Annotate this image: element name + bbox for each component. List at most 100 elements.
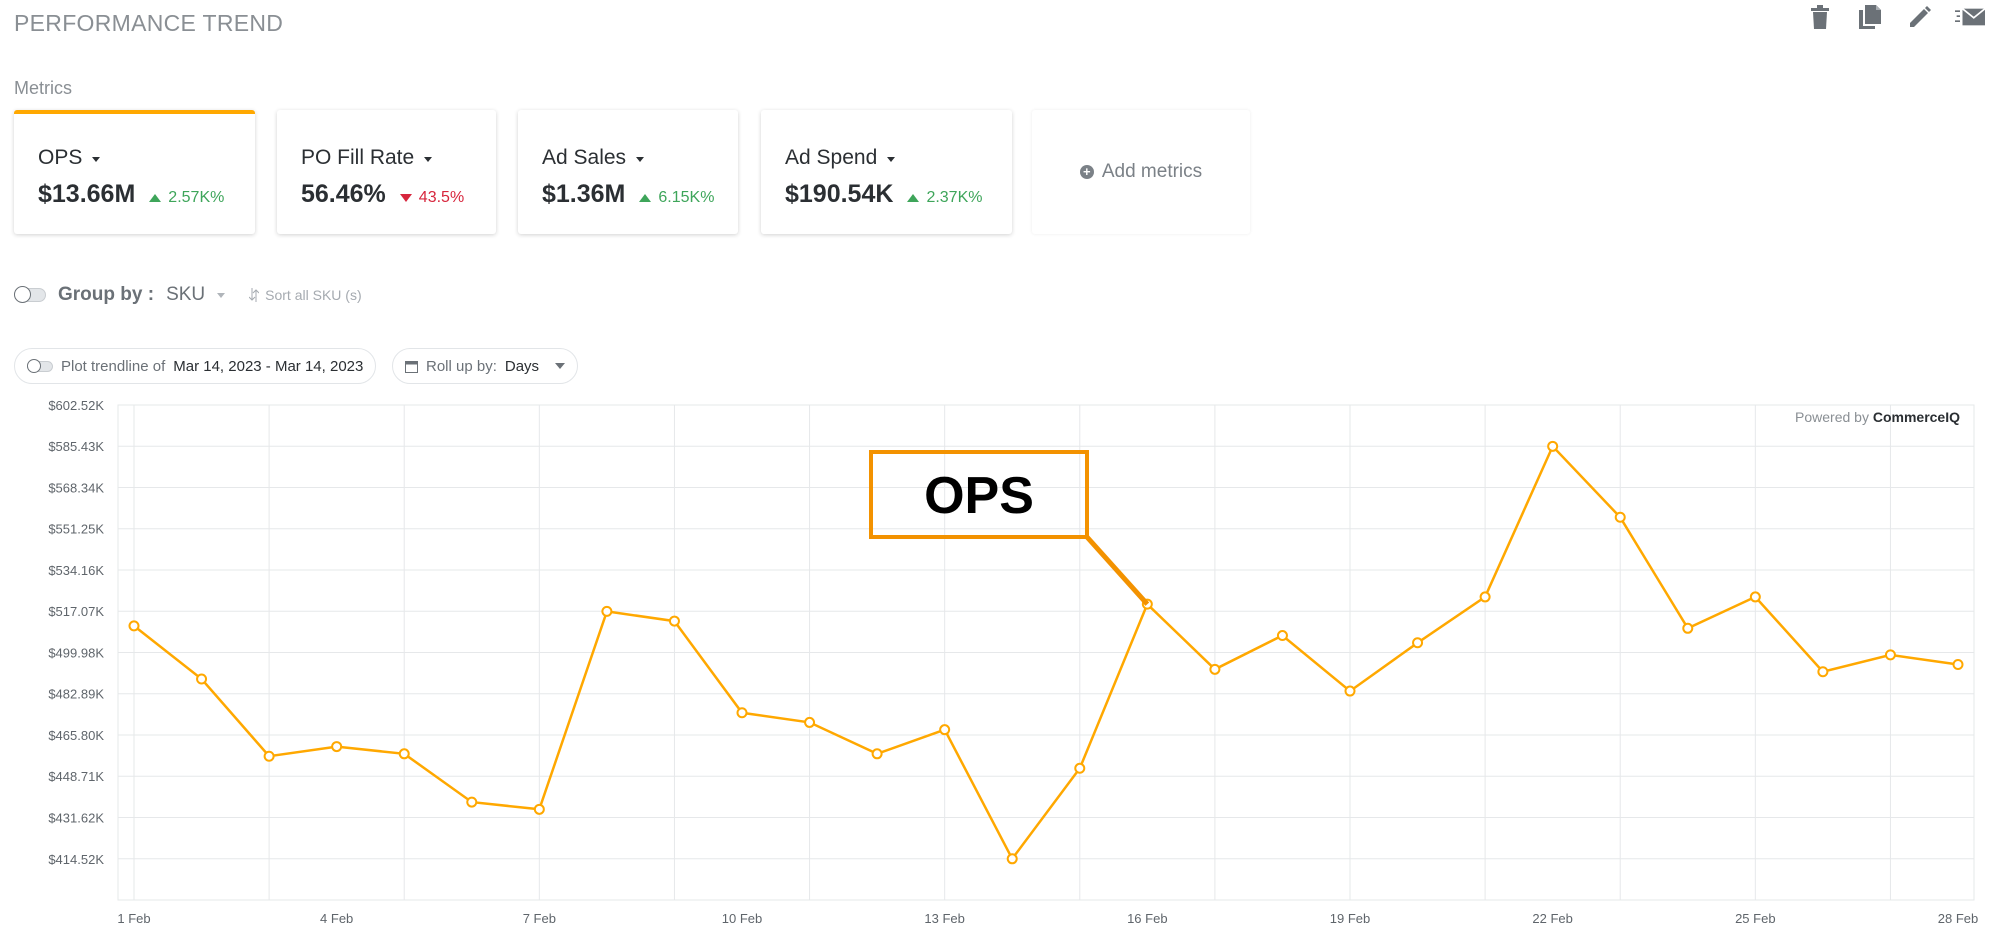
metric-delta: 2.57K% <box>168 189 225 206</box>
metric-name: Ad Spend <box>785 146 878 169</box>
chevron-down-icon[interactable] <box>217 292 226 298</box>
y-tick-label: $499.98K <box>48 645 104 660</box>
add-metrics-button[interactable]: + Add metrics <box>1032 110 1250 234</box>
trendline-range[interactable]: Mar 14, 2023 - Mar 14, 2023 <box>173 357 364 375</box>
group-by-label: Group by : <box>58 284 155 305</box>
x-tick-label: 1 Feb <box>117 911 150 926</box>
data-point <box>1074 762 1086 774</box>
callout-leader <box>1085 535 1150 606</box>
powered-brand: CommerceIQ <box>1873 409 1960 425</box>
chevron-down-icon[interactable] <box>424 157 433 162</box>
group-by-control: Group by : SKU Sort all SKU (s) <box>14 284 362 306</box>
metric-delta: 43.5% <box>418 189 465 206</box>
callout-label: OPS <box>924 467 1034 525</box>
data-point <box>1614 511 1626 523</box>
chevron-down-icon <box>555 363 566 369</box>
x-tick-label: 28 Feb <box>1938 911 1978 926</box>
pencil-icon[interactable] <box>1905 2 1935 32</box>
data-point <box>1276 630 1288 642</box>
series-points <box>128 440 1964 865</box>
sort-icon <box>249 288 260 302</box>
metrics-label: Metrics <box>14 78 72 98</box>
x-tick-label: 25 Feb <box>1735 911 1775 926</box>
metric-card-po-fill-rate[interactable]: PO Fill Rate 56.46% 43.5% <box>277 110 496 234</box>
group-by-value[interactable]: SKU <box>166 284 206 305</box>
metric-name: OPS <box>38 146 83 169</box>
data-point <box>331 741 343 753</box>
data-point <box>1209 663 1221 675</box>
metric-value: 56.46% <box>301 180 386 208</box>
metric-delta: 6.15K% <box>658 189 715 206</box>
data-point <box>1344 685 1356 697</box>
ops-line-chart: $602.52K $585.43K $568.34K $551.25K $534.16K… <box>48 398 1978 926</box>
arrow-down-icon <box>399 194 412 202</box>
sort-button[interactable]: Sort all SKU (s) <box>249 287 362 303</box>
chevron-down-icon[interactable] <box>92 157 101 162</box>
data-point <box>804 716 816 728</box>
rollup-dropdown[interactable]: Roll up by: Days <box>392 348 579 384</box>
plus-circle-icon: + <box>1079 165 1094 179</box>
series-line-ops <box>133 444 1959 862</box>
y-tick-label: $585.43K <box>48 439 104 454</box>
metric-card-ad-sales[interactable]: Ad Sales $1.36M 6.15K% <box>518 110 738 234</box>
arrow-up-icon <box>907 194 920 202</box>
metric-value: $190.54K <box>785 180 894 208</box>
data-point <box>533 803 545 815</box>
page-title: PERFORMANCE TREND <box>14 10 284 36</box>
y-tick-label: $414.52K <box>48 852 104 867</box>
y-tick-label: $431.62K <box>48 810 104 825</box>
x-axis: 1 Feb 4 Feb 7 Feb 10 Feb 13 Feb 16 Feb 19 Feb 2… <box>117 911 1978 926</box>
chevron-down-icon[interactable] <box>636 157 645 162</box>
trash-icon[interactable] <box>1805 2 1835 32</box>
data-point <box>196 673 208 685</box>
y-tick-label: $517.07K <box>48 604 104 619</box>
data-point <box>1884 649 1896 661</box>
y-tick-label: $465.80K <box>48 728 104 743</box>
data-point <box>1547 440 1559 452</box>
y-tick-label: $482.89K <box>48 687 104 702</box>
toolbar <box>1805 2 1985 32</box>
trendline-control[interactable]: Plot trendline of Mar 14, 2023 - Mar 14,… <box>14 348 377 384</box>
data-point <box>128 620 140 632</box>
data-point <box>601 605 613 617</box>
chevron-down-icon[interactable] <box>887 157 896 162</box>
data-point <box>1479 591 1491 603</box>
data-point <box>1749 591 1761 603</box>
copy-icon[interactable] <box>1855 2 1885 32</box>
email-icon[interactable] <box>1955 2 1985 32</box>
data-point <box>939 724 951 736</box>
metric-name: Ad Sales <box>542 146 627 169</box>
x-tick-label: 22 Feb <box>1532 911 1572 926</box>
y-tick-label: $602.52K <box>48 398 104 413</box>
data-point <box>736 707 748 719</box>
x-tick-label: 13 Feb <box>924 911 964 926</box>
x-tick-label: 16 Feb <box>1127 911 1167 926</box>
metric-card-ad-spend[interactable]: Ad Spend $190.54K 2.37K% <box>761 110 1012 234</box>
chart-grid <box>117 404 1975 901</box>
data-point <box>1682 622 1694 634</box>
data-point <box>466 796 478 808</box>
metric-card-ops[interactable]: OPS $13.66M 2.57K% <box>14 110 255 234</box>
data-point <box>871 748 883 760</box>
y-tick-label: $534.16K <box>48 563 104 578</box>
trendline-toggle[interactable] <box>27 358 53 373</box>
metric-value: $13.66M <box>38 180 136 208</box>
x-tick-label: 4 Feb <box>320 911 353 926</box>
metric-delta: 2.37K% <box>926 189 983 206</box>
data-point <box>668 615 680 627</box>
data-point <box>1952 659 1964 671</box>
arrow-up-icon <box>149 194 162 202</box>
arrow-up-icon <box>639 194 652 202</box>
data-point <box>1817 666 1829 678</box>
y-axis: $602.52K $585.43K $568.34K $551.25K $534.16K… <box>48 398 104 867</box>
group-by-toggle[interactable] <box>14 286 46 303</box>
calendar-icon <box>405 360 418 373</box>
x-tick-label: 19 Feb <box>1330 911 1370 926</box>
data-point <box>263 750 275 762</box>
data-point <box>398 748 410 760</box>
x-tick-label: 7 Feb <box>523 911 556 926</box>
y-tick-label: $448.71K <box>48 769 104 784</box>
sort-label: Sort all SKU (s) <box>265 287 362 303</box>
callout-box: OPS <box>869 450 1150 606</box>
metric-name: PO Fill Rate <box>301 146 415 169</box>
